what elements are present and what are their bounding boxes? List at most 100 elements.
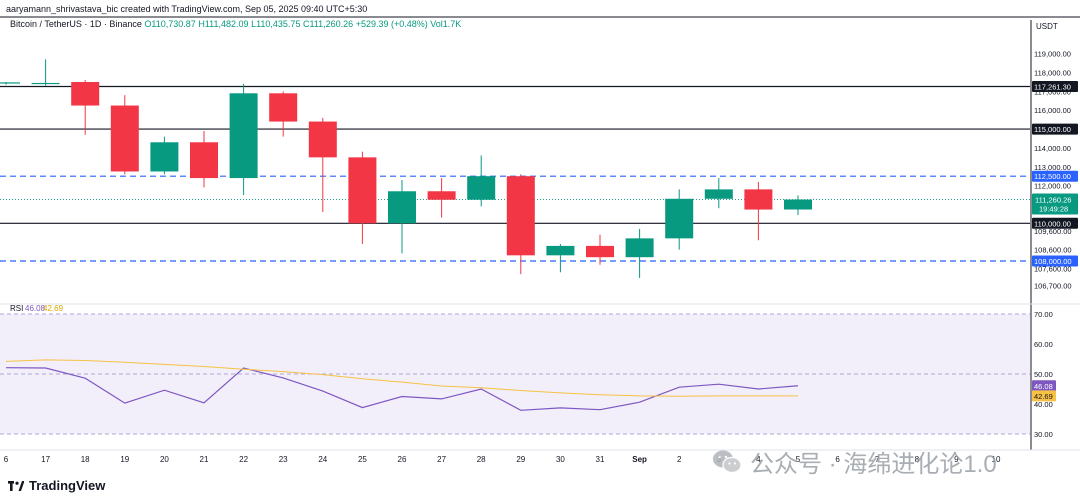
candle-up[interactable]	[784, 199, 812, 210]
rsi-ma-legend-value: 42.69	[43, 304, 64, 313]
candle-up[interactable]	[150, 142, 179, 172]
candle-countdown: 19:49:28	[1039, 205, 1068, 214]
date-tick-label: 4	[756, 455, 761, 464]
price-level-tag	[1032, 123, 1078, 135]
price-tick-label: 116,000.00	[1034, 106, 1071, 115]
candle-up[interactable]	[0, 82, 20, 84]
currency-label: USDT	[1036, 22, 1058, 31]
date-tick-label: 26	[398, 455, 407, 464]
candle-up[interactable]	[31, 82, 60, 85]
candle-up[interactable]	[229, 93, 258, 179]
tradingview-wordmark: TradingView	[29, 478, 106, 493]
rsi-tick-label: 50.00	[1034, 370, 1053, 379]
price-tick-label: 118,000.00	[1034, 69, 1071, 78]
rsi-value-tag	[1032, 390, 1056, 402]
price-tick-label: 113,000.00	[1034, 163, 1071, 172]
date-tick-label: 22	[239, 455, 248, 464]
candle-up[interactable]	[625, 238, 654, 258]
date-tick-label: 2	[677, 455, 682, 464]
candle-down[interactable]	[348, 157, 377, 224]
candle-down[interactable]	[71, 81, 100, 106]
candle-up[interactable]	[704, 189, 733, 199]
rsi-line	[5, 367, 799, 411]
ohlc-close: C111,260.26	[302, 19, 354, 29]
date-tick-label: 6	[4, 455, 9, 464]
rsi-tick-label: 70.00	[1034, 310, 1053, 319]
tradingview-mark-icon	[8, 480, 24, 491]
watermark-text: 公众号 · 海绵进化论1.0	[750, 451, 997, 478]
symbol-legend: Bitcoin / TetherUS · 1D · Binance O110,7…	[10, 19, 461, 29]
rsi-tick-label: 40.00	[1034, 400, 1053, 409]
price-tick-label: 108,600.00	[1034, 246, 1072, 255]
rsi-value-tag	[1032, 380, 1056, 392]
candle-down[interactable]	[506, 176, 535, 256]
price-level-label: 117,261.30	[1034, 82, 1071, 91]
symbol-name: Bitcoin / TetherUS · 1D · Binance	[10, 19, 142, 29]
date-tick-label: 7	[875, 455, 880, 464]
candle-down[interactable]	[110, 105, 139, 172]
price-level-label: 112,500.00	[1034, 172, 1071, 181]
watermark: 公众号 · 海绵进化论1.0	[712, 444, 997, 479]
chart-attribution: aaryamann_shrivastava_bic created with T…	[6, 4, 368, 14]
date-tick-label: 31	[596, 455, 605, 464]
ohlc-low: L110,435.75	[251, 19, 301, 29]
price-level-label: 115,000.00	[1034, 125, 1071, 134]
date-tick-label: 21	[200, 455, 209, 464]
price-tick-label: 107,600.00	[1034, 265, 1072, 274]
rsi-tick-label: 30.00	[1034, 430, 1053, 439]
date-tick-label: 18	[81, 455, 90, 464]
price-level-tag	[1032, 255, 1078, 267]
date-tick-label: 23	[279, 455, 288, 464]
price-change: +529.39 (+0.48%)	[355, 19, 428, 29]
current-price-tag	[1032, 193, 1078, 215]
candle-down[interactable]	[190, 142, 218, 179]
candle-up[interactable]	[665, 198, 694, 239]
rsi-legend-value: 46.08	[25, 304, 46, 313]
date-tick-label: 5	[796, 455, 801, 464]
candle-down[interactable]	[308, 121, 337, 158]
rsi-value-label: 46.08	[1034, 382, 1053, 391]
price-level-tag	[1032, 170, 1078, 182]
price-tick-label: 119,000.00	[1034, 50, 1071, 59]
date-tick-label: 28	[477, 455, 486, 464]
candle-down[interactable]	[269, 93, 298, 122]
candle-down[interactable]	[427, 191, 456, 200]
date-tick-label: 10	[992, 455, 1001, 464]
date-tick-label: 6	[835, 455, 840, 464]
date-tick-label: 29	[516, 455, 525, 464]
candle-up[interactable]	[467, 176, 496, 200]
rsi-title: RSI	[10, 304, 23, 313]
tradingview-logo[interactable]: TradingView	[8, 478, 105, 493]
price-level-tag	[1032, 80, 1078, 92]
date-tick-label: 25	[358, 455, 367, 464]
date-tick-label: 27	[437, 455, 446, 464]
date-tick-label: 20	[160, 455, 169, 464]
price-level-label: 110,000.00	[1034, 219, 1071, 228]
price-level-tag	[1032, 217, 1078, 229]
date-tick-label: 30	[556, 455, 565, 464]
ohlc-high: H111,482.09	[198, 19, 249, 29]
price-tick-label: 112,000.00	[1034, 182, 1071, 191]
date-tick-label: 9	[954, 455, 959, 464]
rsi-value-label: 42.69	[1034, 392, 1053, 401]
ohlc-open: O110,730.87	[144, 19, 196, 29]
price-level-label: 108,000.00	[1034, 257, 1072, 266]
rsi-tick-label: 60.00	[1034, 340, 1053, 349]
date-tick-label: 8	[915, 455, 920, 464]
date-tick-label: Sep	[632, 455, 647, 464]
candle-down[interactable]	[586, 245, 614, 258]
price-tick-label: 114,000.00	[1034, 144, 1071, 153]
candle-down[interactable]	[744, 189, 773, 210]
volume: Vol1.7K	[430, 19, 462, 29]
date-tick-label: 17	[41, 455, 50, 464]
date-tick-label: 19	[120, 455, 129, 464]
rsi-ma-line	[5, 359, 799, 397]
candle-up[interactable]	[546, 245, 575, 256]
candle-up[interactable]	[388, 191, 416, 224]
wechat-icon	[713, 450, 742, 473]
date-tick-label: 24	[318, 455, 327, 464]
current-price-label: 111,260.26	[1035, 196, 1071, 205]
price-tick-label: 109,600.00	[1034, 227, 1072, 236]
price-tick-label: 106,700.00	[1034, 281, 1072, 290]
